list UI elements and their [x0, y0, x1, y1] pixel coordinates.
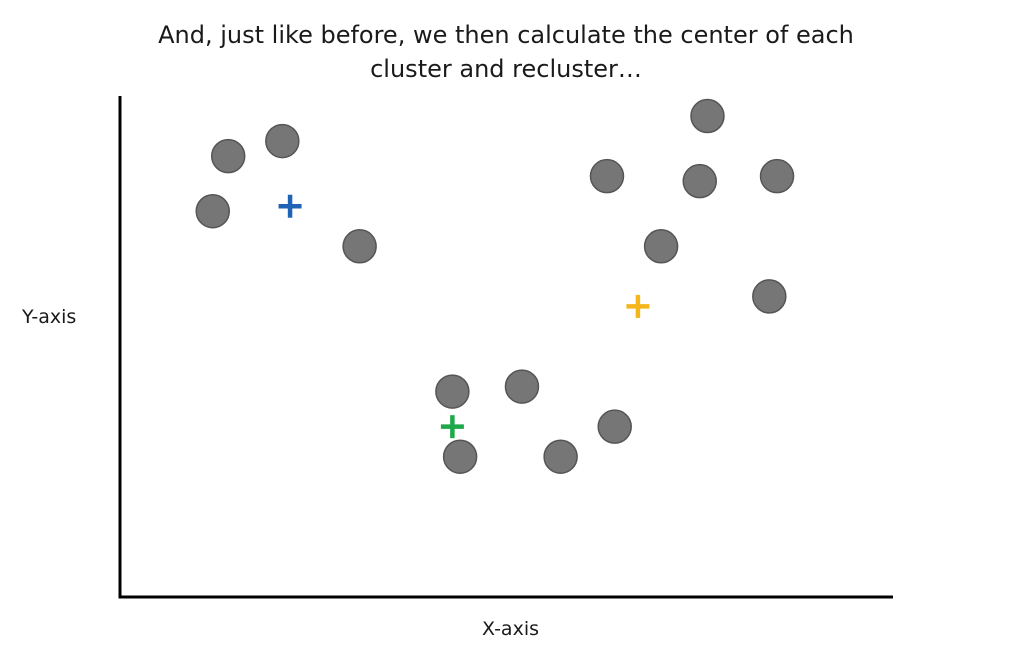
chart-title: And, just like before, we then calculate… — [0, 18, 1012, 86]
data-point — [690, 98, 725, 134]
data-point — [265, 123, 300, 159]
centroid-markers — [278, 194, 650, 439]
data-points — [195, 98, 795, 474]
data-point — [543, 439, 578, 474]
data-point — [643, 229, 679, 264]
centroid-plus-marker — [440, 415, 464, 439]
data-point — [504, 369, 540, 404]
y-axis-label: Y-axis — [22, 306, 77, 328]
axes — [118, 96, 893, 599]
data-point — [682, 163, 717, 199]
chart-title-line-2: cluster and recluster… — [370, 55, 642, 83]
chart-title-line-1: And, just like before, we then calculate… — [158, 21, 854, 49]
data-point — [210, 138, 246, 174]
data-point — [589, 158, 625, 194]
data-point — [195, 193, 231, 229]
centroid-plus-marker — [626, 294, 650, 318]
data-point — [759, 158, 795, 194]
data-point — [442, 439, 478, 474]
data-point — [342, 229, 377, 264]
centroid-plus-marker — [278, 194, 302, 218]
data-point — [752, 279, 787, 314]
data-point — [435, 374, 470, 409]
data-point — [597, 409, 632, 444]
x-axis-label: X-axis — [482, 618, 539, 640]
